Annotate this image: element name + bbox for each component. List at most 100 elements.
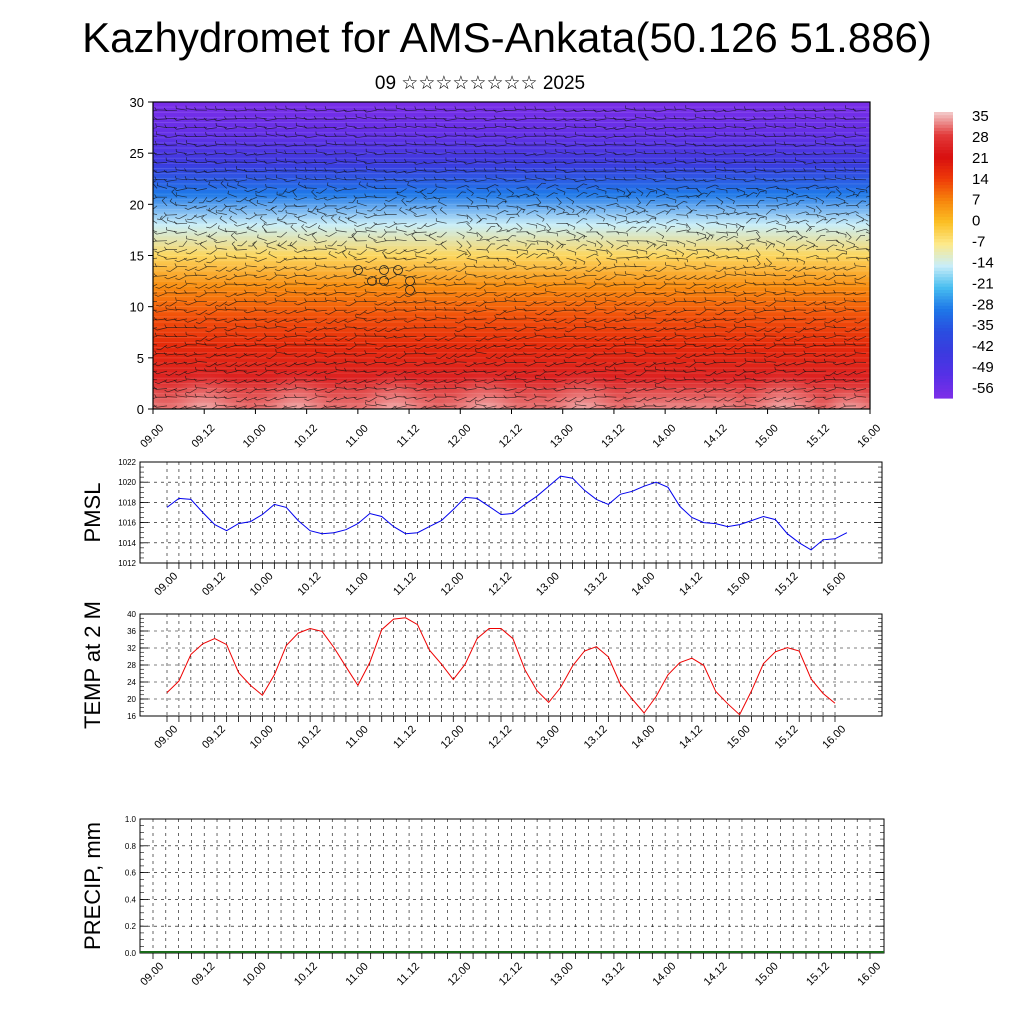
wind-barb	[675, 179, 687, 181]
wind-barb-feather	[774, 366, 776, 370]
wind-barb	[715, 168, 727, 172]
wind-barb-feather	[786, 189, 789, 193]
wind-barb	[435, 388, 447, 390]
wind-barb-feather	[187, 218, 192, 221]
wind-barb	[266, 118, 277, 122]
wind-barb	[335, 143, 347, 146]
wind-barb-feather	[173, 221, 177, 225]
wind-barb-feather	[774, 339, 779, 342]
wind-barb-feather	[413, 396, 417, 400]
wind-barb	[298, 184, 307, 189]
wind-barb-feather	[383, 292, 387, 296]
wind-barb-feather	[514, 262, 517, 266]
wind-barb-feather	[833, 355, 838, 358]
wind-barb-feather	[373, 167, 377, 172]
wind-barb	[715, 292, 727, 294]
wind-barb-feather	[403, 257, 407, 261]
wind-barb-feather	[774, 123, 776, 127]
wind-barb	[179, 275, 188, 281]
wind-barb-feather	[583, 235, 588, 238]
wind-barb-feather	[533, 264, 536, 268]
wind-barb	[816, 186, 827, 189]
wind-barb-feather	[562, 209, 565, 213]
wind-barb-feather	[463, 294, 468, 297]
wind-barb-feather	[573, 266, 577, 270]
wind-barb-feather	[163, 169, 167, 173]
wind-barb-feather	[663, 362, 667, 365]
wind-barb	[196, 379, 207, 382]
wind-barb-feather	[194, 268, 199, 272]
wind-barb-feather	[335, 297, 337, 301]
wind-barb-feather	[853, 167, 856, 171]
wind-barb	[757, 292, 767, 297]
wind-barb-feather	[726, 232, 729, 237]
wind-barb	[685, 118, 697, 121]
wind-barb-feather	[514, 347, 519, 350]
wind-barb	[318, 318, 327, 324]
wind-barb	[855, 379, 867, 382]
wind-barb-feather	[843, 141, 846, 145]
wind-barb	[316, 395, 327, 398]
wind-barb-feather	[164, 276, 169, 280]
wind-barb-feather	[702, 318, 707, 322]
wind-barb-feather	[235, 364, 239, 367]
wind-barb-feather	[683, 132, 686, 136]
wind-barb	[745, 325, 757, 328]
wind-barb	[705, 308, 717, 311]
wind-barb	[216, 369, 227, 372]
wind-barb	[215, 143, 227, 146]
wind-barb-feather	[253, 152, 257, 156]
wind-barb-feather	[453, 281, 456, 285]
wind-barb-feather	[832, 142, 836, 147]
wind-barb-feather	[805, 322, 810, 324]
wind-barb	[466, 301, 477, 305]
wind-barb	[778, 396, 787, 402]
wind-barb	[746, 230, 757, 233]
wind-barb	[425, 309, 437, 311]
wind-barb-feather	[812, 244, 815, 248]
wind-barb-feather	[757, 254, 761, 258]
wind-barb-feather	[264, 333, 267, 337]
wind-barb-feather	[643, 142, 646, 146]
wind-barb-feather	[715, 313, 720, 316]
wind-barb	[436, 266, 447, 270]
wind-barb-feather	[243, 370, 247, 374]
wind-barb	[236, 143, 247, 146]
wind-barb	[785, 300, 797, 302]
wind-barb	[225, 205, 237, 207]
wind-barb-feather	[604, 338, 609, 341]
wind-barb	[295, 169, 307, 172]
wind-barb-feather	[414, 349, 417, 354]
wind-barb-feather	[693, 267, 697, 270]
wind-barb	[735, 126, 747, 128]
wind-barb-feather	[843, 403, 846, 407]
wind-barb	[566, 249, 577, 253]
wind-barb-feather	[184, 116, 187, 120]
wind-barb	[865, 231, 870, 235]
wind-barb-feather	[734, 209, 736, 213]
wind-barb-feather	[753, 342, 756, 347]
wind-barb-feather	[733, 312, 738, 315]
wind-barb-feather	[409, 207, 412, 211]
wind-barb-feather	[474, 399, 479, 402]
wind-barb-feather	[266, 278, 270, 281]
wind-barb	[805, 327, 817, 331]
wind-barb	[426, 318, 437, 322]
wind-barb-feather	[253, 397, 258, 401]
wind-barb	[288, 188, 297, 194]
wind-barb-feather	[712, 344, 717, 348]
wind-barb-feather	[163, 361, 167, 365]
wind-barb	[208, 283, 218, 289]
wind-barb-feather	[714, 323, 716, 327]
wind-barb-feather	[832, 160, 836, 164]
wind-barb-feather	[643, 281, 646, 285]
wind-barb	[246, 344, 257, 347]
wind-barb-feather	[792, 317, 796, 321]
wind-barb	[758, 335, 767, 342]
wind-barb	[195, 387, 207, 389]
wind-barb-feather	[703, 381, 708, 384]
wind-barb	[348, 301, 357, 307]
wind-barb-feather	[315, 392, 317, 396]
wind-barb-feather	[425, 279, 427, 283]
wind-barb-feather	[624, 294, 628, 298]
